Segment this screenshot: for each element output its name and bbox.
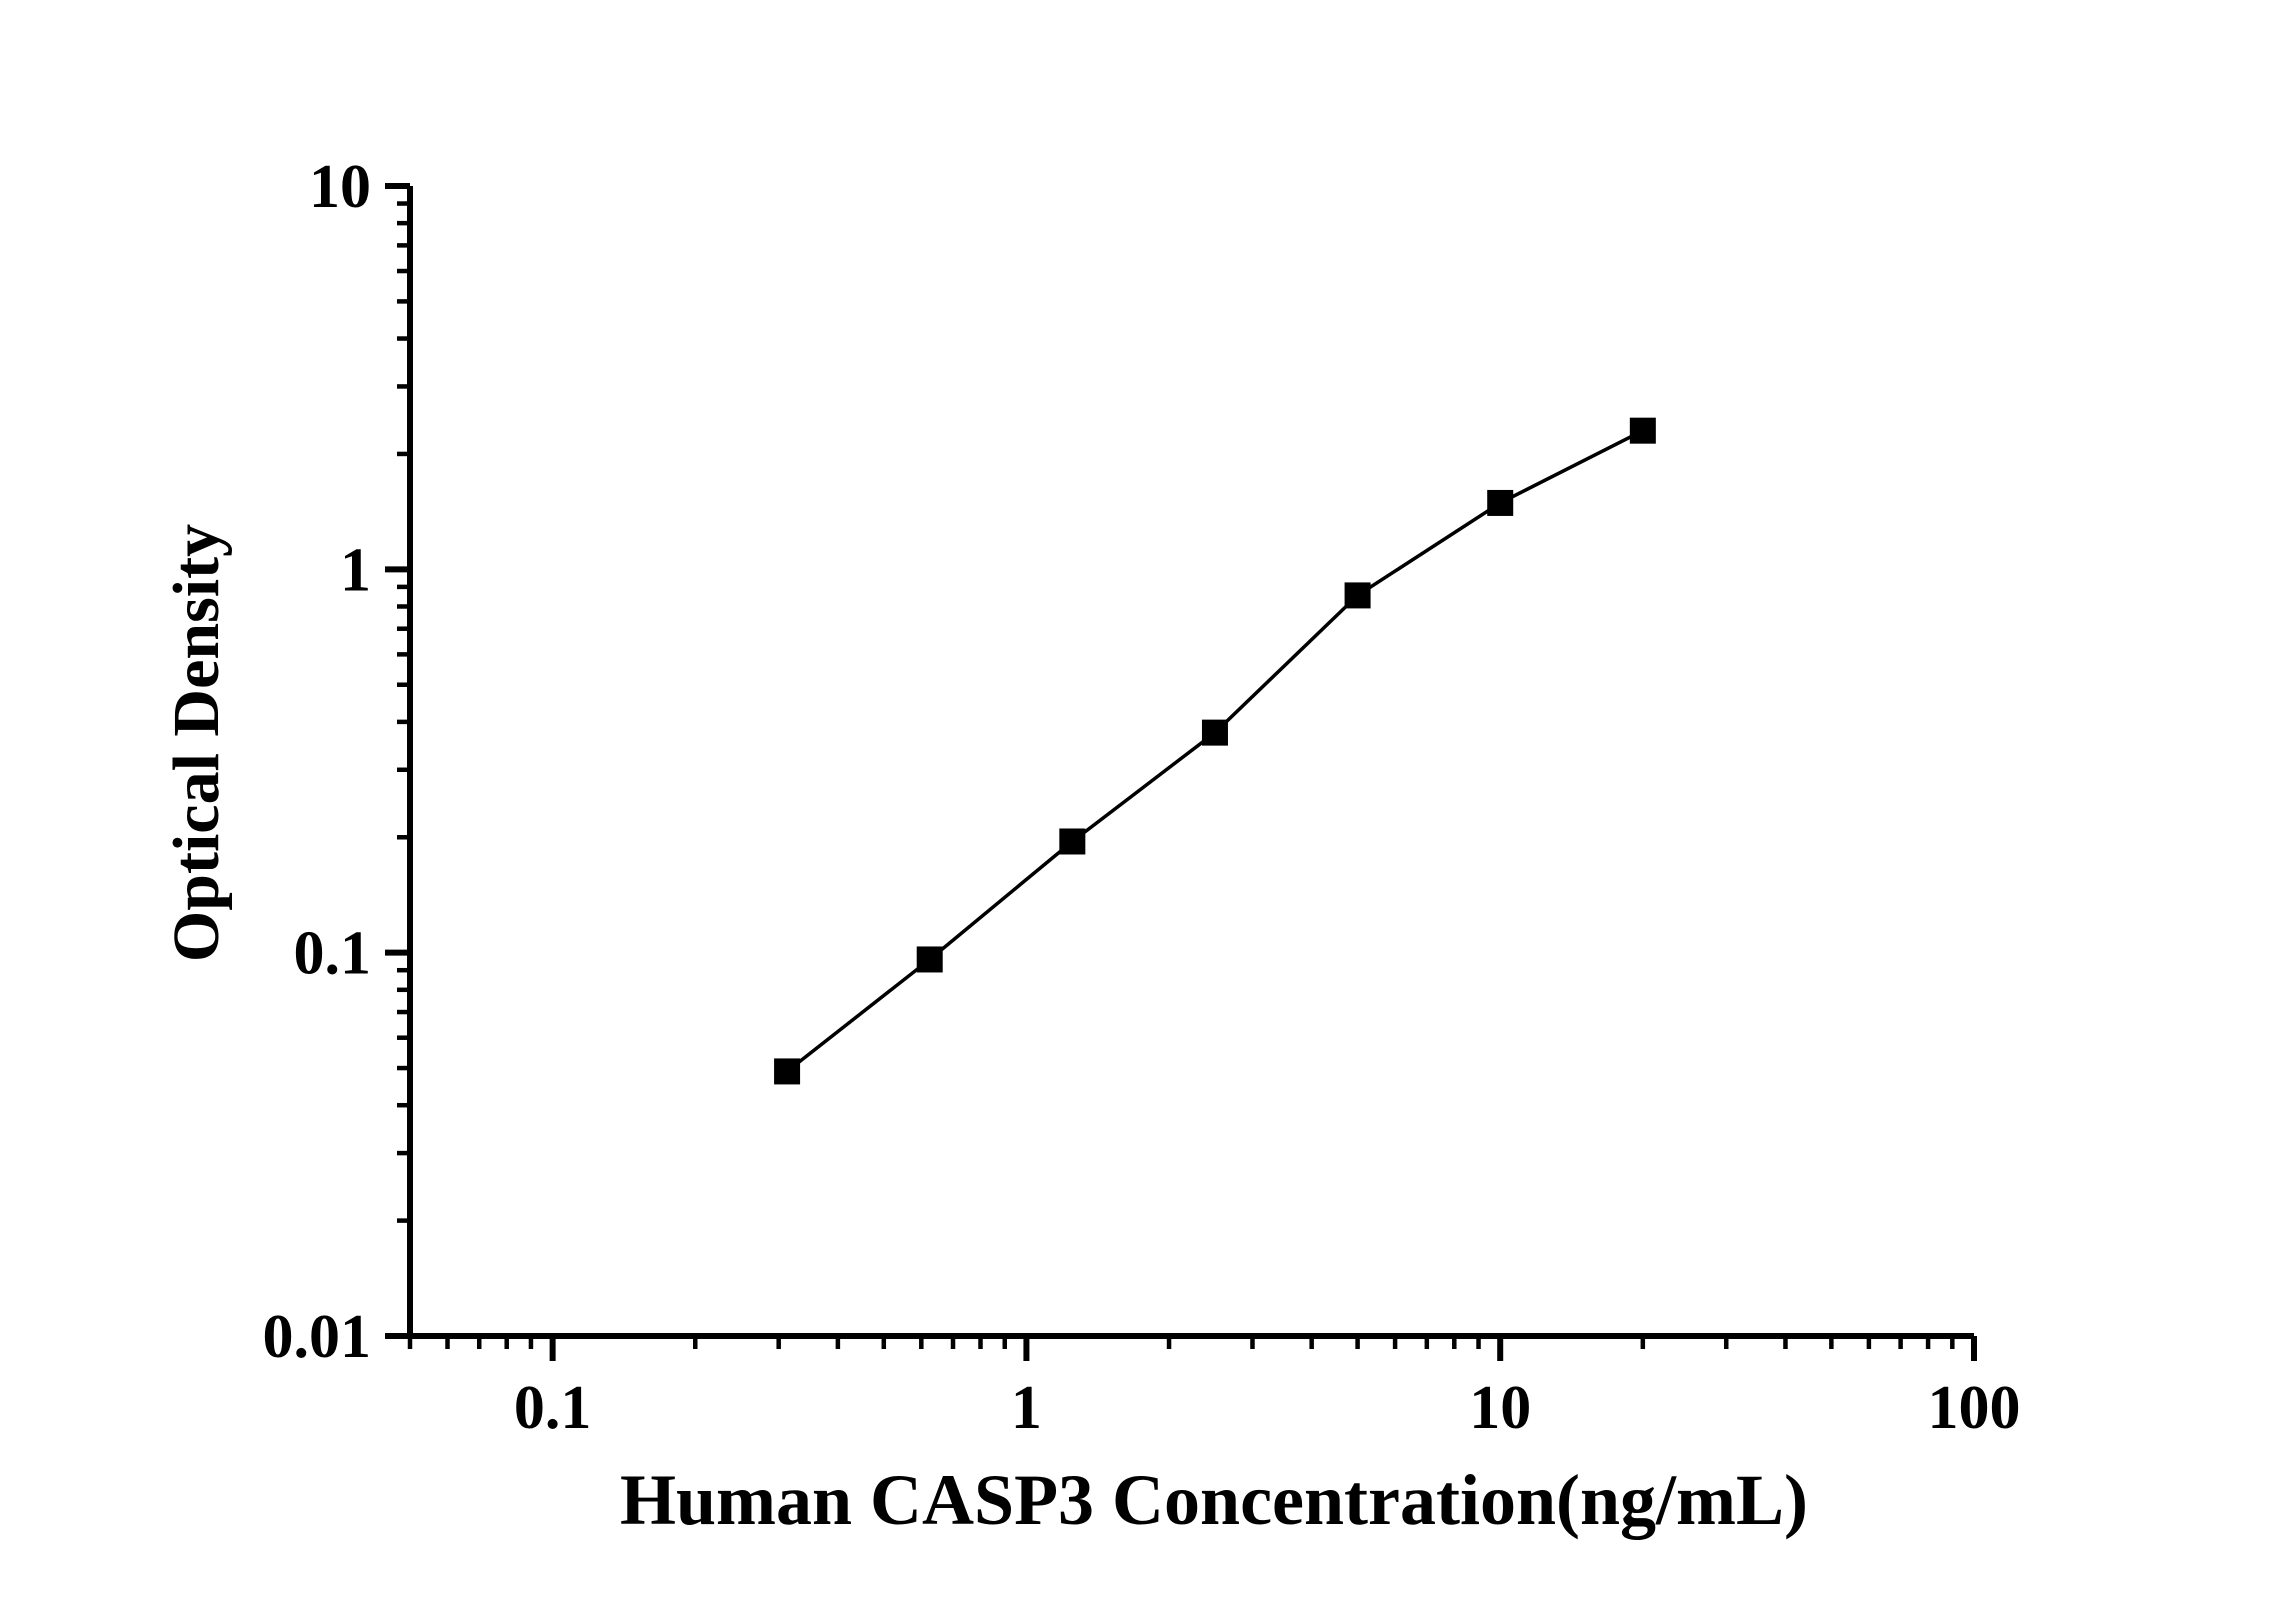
data-point-marker	[1201, 719, 1228, 746]
x-tick-label: 100	[1928, 1374, 2021, 1442]
y-tick-label: 10	[309, 153, 371, 221]
data-point-marker	[1059, 828, 1086, 855]
y-axis-title: Optical Density	[160, 524, 233, 962]
series-line	[786, 429, 1644, 1073]
y-tick-label: 0.1	[294, 920, 372, 988]
plot-axes	[407, 186, 1974, 1339]
data-point-marker	[916, 946, 943, 973]
x-tick-label: 10	[1469, 1374, 1531, 1442]
x-tick-label: 0.1	[514, 1374, 592, 1442]
data-point-marker	[774, 1058, 801, 1085]
y-tick-label: 1	[340, 536, 371, 604]
data-point-marker	[1487, 489, 1514, 516]
x-axis-title: Human CASP3 Concentration(ng/mL)	[620, 1460, 1808, 1540]
axis-ticks	[385, 183, 1977, 1361]
data-point-marker	[1344, 582, 1371, 609]
data-point-marker	[1629, 417, 1656, 444]
axis-spines	[407, 186, 1974, 1339]
tick-labels: 0.1 1 10 100 0.01 0.1 1 10	[263, 153, 2021, 1442]
y-tick-label: 0.01	[263, 1303, 372, 1371]
x-tick-label: 1	[1011, 1374, 1042, 1442]
data-series	[774, 417, 1656, 1085]
